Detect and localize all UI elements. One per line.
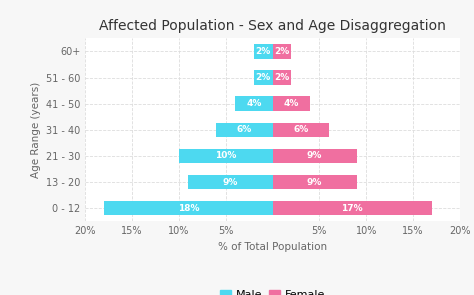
Bar <box>273 123 328 137</box>
Bar <box>254 44 273 59</box>
Bar <box>273 96 310 111</box>
Bar <box>273 201 432 215</box>
Text: 6%: 6% <box>237 125 252 134</box>
Bar <box>273 175 357 189</box>
Text: 9%: 9% <box>307 178 322 186</box>
Text: 9%: 9% <box>307 151 322 160</box>
Text: 17%: 17% <box>341 204 363 213</box>
Legend: Male, Female: Male, Female <box>216 285 329 295</box>
Text: 4%: 4% <box>283 99 299 108</box>
Text: 2%: 2% <box>274 73 290 82</box>
Bar <box>273 71 291 85</box>
Bar <box>273 44 291 59</box>
Text: 2%: 2% <box>255 47 271 56</box>
Bar <box>188 175 273 189</box>
Bar <box>273 149 357 163</box>
Bar <box>216 123 273 137</box>
Text: 6%: 6% <box>293 125 308 134</box>
Bar <box>179 149 273 163</box>
X-axis label: % of Total Population: % of Total Population <box>218 242 327 252</box>
Y-axis label: Age Range (years): Age Range (years) <box>30 82 41 178</box>
Text: 10%: 10% <box>215 151 237 160</box>
Title: Affected Population - Sex and Age Disaggregation: Affected Population - Sex and Age Disagg… <box>99 19 446 33</box>
Text: 18%: 18% <box>178 204 199 213</box>
Text: 9%: 9% <box>223 178 238 186</box>
Bar <box>254 71 273 85</box>
Bar <box>235 96 273 111</box>
Text: 2%: 2% <box>274 47 290 56</box>
Text: 4%: 4% <box>246 99 262 108</box>
Bar <box>104 201 273 215</box>
Text: 2%: 2% <box>255 73 271 82</box>
